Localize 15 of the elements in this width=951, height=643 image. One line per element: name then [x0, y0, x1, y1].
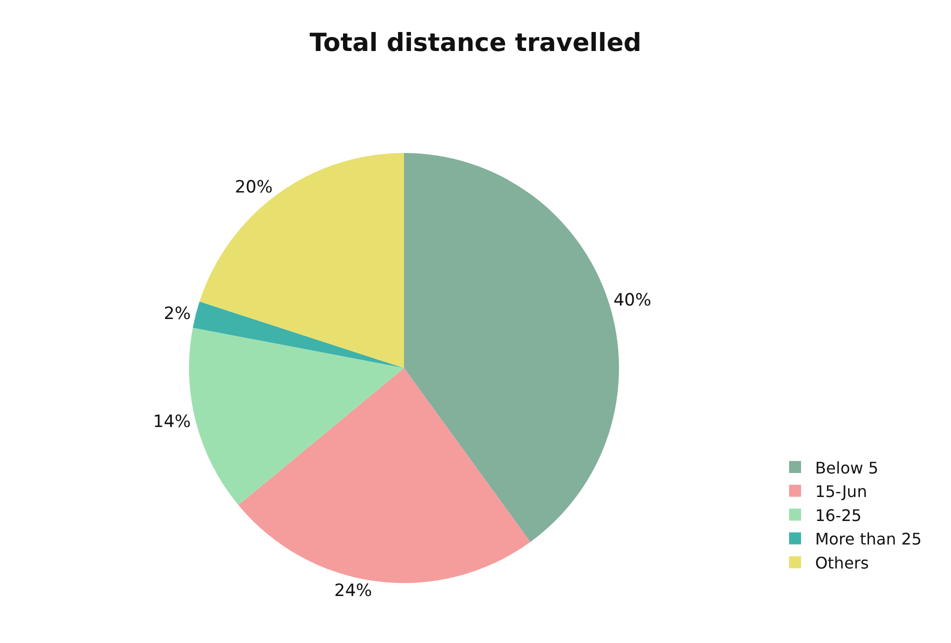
legend-label: 16-25 — [815, 506, 862, 525]
pie-slice — [238, 368, 530, 583]
legend-label: Below 5 — [815, 458, 878, 478]
legend-label: 15-Jun — [815, 482, 868, 502]
legend-label: More than 25 — [815, 530, 922, 549]
chart-title: Total distance travelled — [310, 28, 642, 57]
data-label: 24% — [334, 581, 372, 602]
pie-slice — [200, 153, 404, 368]
data-label: 20% — [234, 178, 273, 198]
data-label: 40% — [613, 290, 652, 311]
pie-slice — [189, 328, 404, 506]
pie-slice — [192, 302, 404, 368]
data-label: 14% — [152, 412, 191, 432]
legend-label: Others — [815, 553, 869, 572]
data-label: 2% — [164, 304, 191, 324]
